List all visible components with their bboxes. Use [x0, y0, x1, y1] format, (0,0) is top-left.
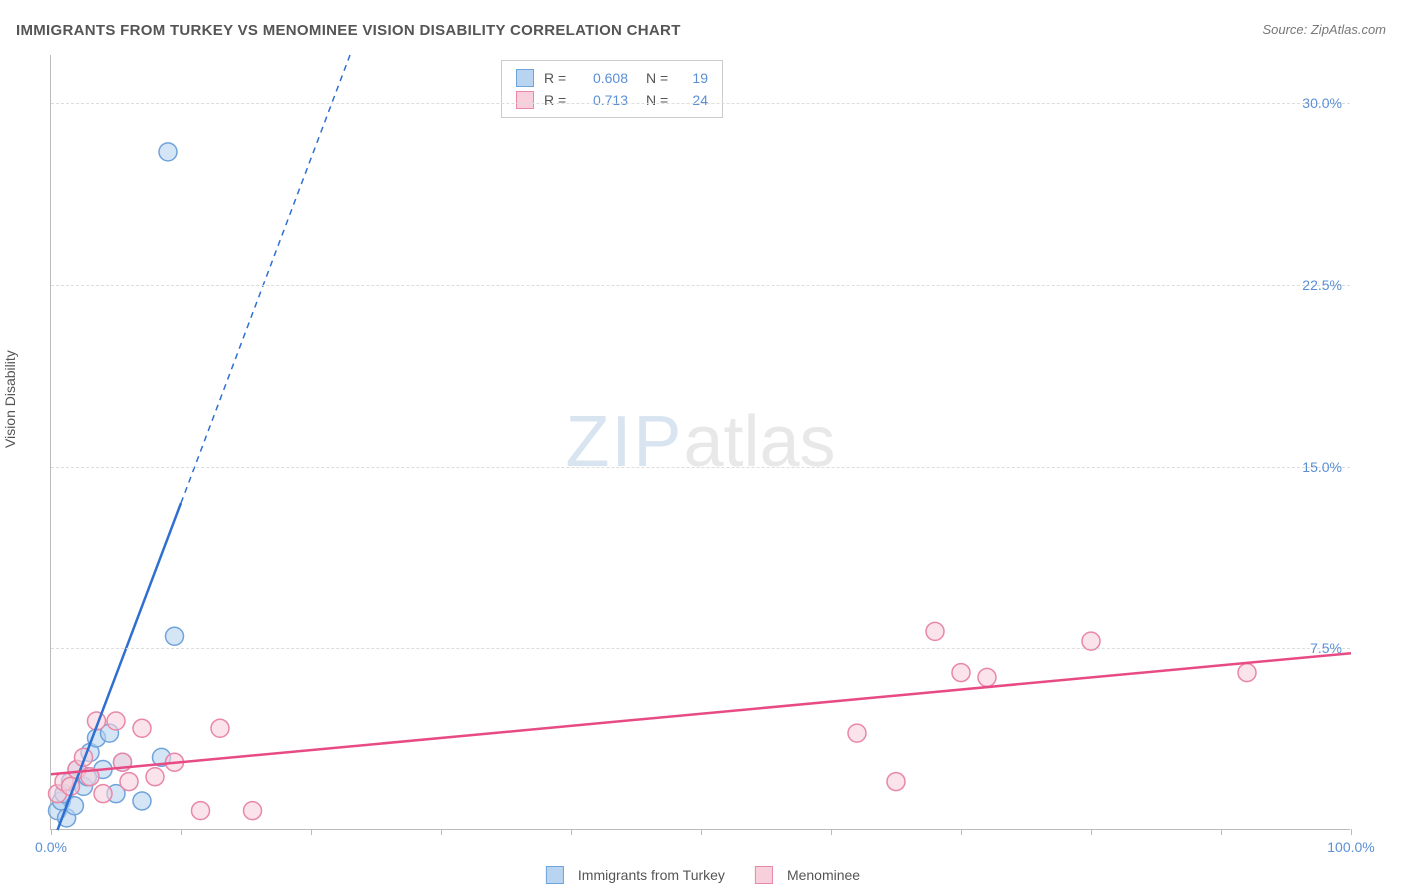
scatter-point: [94, 785, 112, 803]
stats-legend: R =0.608 N =19 R =0.713 N =24: [501, 60, 723, 118]
plot-area: ZIPatlas R =0.608N =19R =0.713N =24 7.5%…: [50, 55, 1350, 830]
scatter-point: [1238, 664, 1256, 682]
legend-label: Immigrants from Turkey: [578, 867, 725, 883]
y-tick-label: 30.0%: [1302, 95, 1342, 111]
scatter-point: [848, 724, 866, 742]
legend-swatch: [516, 91, 534, 109]
legend-swatch: [516, 69, 534, 87]
x-tick: [1221, 829, 1222, 835]
y-tick-label: 22.5%: [1302, 277, 1342, 293]
gridline: [51, 103, 1350, 104]
bottom-legend: Immigrants from Turkey Menominee: [546, 866, 860, 884]
stats-legend-row: R =0.608 N =19: [516, 67, 708, 89]
r-label: R =: [544, 89, 574, 111]
n-label: N =: [646, 89, 676, 111]
scatter-point: [166, 627, 184, 645]
scatter-point: [120, 773, 138, 791]
legend-swatch: [755, 866, 773, 884]
x-tick: [181, 829, 182, 835]
x-tick: [1351, 829, 1352, 835]
scatter-point: [159, 143, 177, 161]
r-value: 0.713: [578, 89, 628, 111]
gridline: [51, 285, 1350, 286]
chart-container: IMMIGRANTS FROM TURKEY VS MENOMINEE VISI…: [0, 0, 1406, 892]
x-tick: [831, 829, 832, 835]
scatter-point: [926, 622, 944, 640]
stats-legend-row: R =0.713 N =24: [516, 89, 708, 111]
x-tick-label: 100.0%: [1327, 839, 1374, 855]
plot-svg: [51, 55, 1350, 829]
scatter-point: [146, 768, 164, 786]
r-value: 0.608: [578, 67, 628, 89]
x-tick: [441, 829, 442, 835]
scatter-point: [133, 719, 151, 737]
scatter-point: [952, 664, 970, 682]
x-tick: [51, 829, 52, 835]
bottom-legend-item: Menominee: [755, 866, 860, 884]
x-tick: [961, 829, 962, 835]
x-tick: [311, 829, 312, 835]
legend-label: Menominee: [787, 867, 860, 883]
scatter-point: [192, 802, 210, 820]
trend-line: [51, 653, 1351, 774]
gridline: [51, 648, 1350, 649]
scatter-point: [244, 802, 262, 820]
x-tick: [571, 829, 572, 835]
r-label: R =: [544, 67, 574, 89]
y-axis-label: Vision Disability: [2, 350, 18, 448]
scatter-point: [887, 773, 905, 791]
n-value: 19: [680, 67, 708, 89]
chart-title: IMMIGRANTS FROM TURKEY VS MENOMINEE VISI…: [16, 22, 681, 39]
trend-line-dashed: [181, 55, 350, 503]
gridline: [51, 467, 1350, 468]
scatter-point: [978, 668, 996, 686]
scatter-point: [211, 719, 229, 737]
scatter-point: [133, 792, 151, 810]
x-tick: [701, 829, 702, 835]
legend-swatch: [546, 866, 564, 884]
x-tick: [1091, 829, 1092, 835]
source-label: Source: ZipAtlas.com: [1262, 22, 1386, 37]
x-tick-label: 0.0%: [35, 839, 67, 855]
scatter-point: [107, 712, 125, 730]
n-value: 24: [680, 89, 708, 111]
y-tick-label: 7.5%: [1310, 640, 1342, 656]
n-label: N =: [646, 67, 676, 89]
y-tick-label: 15.0%: [1302, 459, 1342, 475]
bottom-legend-item: Immigrants from Turkey: [546, 866, 725, 884]
